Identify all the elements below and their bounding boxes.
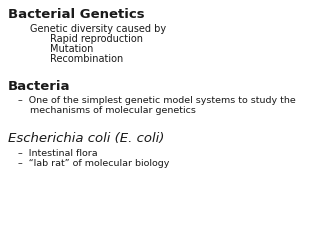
Text: Recombination: Recombination <box>50 54 123 64</box>
Text: –  One of the simplest genetic model systems to study the: – One of the simplest genetic model syst… <box>18 96 296 105</box>
Text: Rapid reproduction: Rapid reproduction <box>50 34 143 44</box>
Text: Bacteria: Bacteria <box>8 80 70 93</box>
Text: Escherichia coli (E. coli): Escherichia coli (E. coli) <box>8 132 164 145</box>
Text: mechanisms of molecular genetics: mechanisms of molecular genetics <box>18 106 196 115</box>
Text: Mutation: Mutation <box>50 44 93 54</box>
Text: Bacterial Genetics: Bacterial Genetics <box>8 8 145 21</box>
Text: –  “lab rat” of molecular biology: – “lab rat” of molecular biology <box>18 159 169 168</box>
Text: Genetic diversity caused by: Genetic diversity caused by <box>30 24 166 34</box>
Text: –  Intestinal flora: – Intestinal flora <box>18 149 98 158</box>
